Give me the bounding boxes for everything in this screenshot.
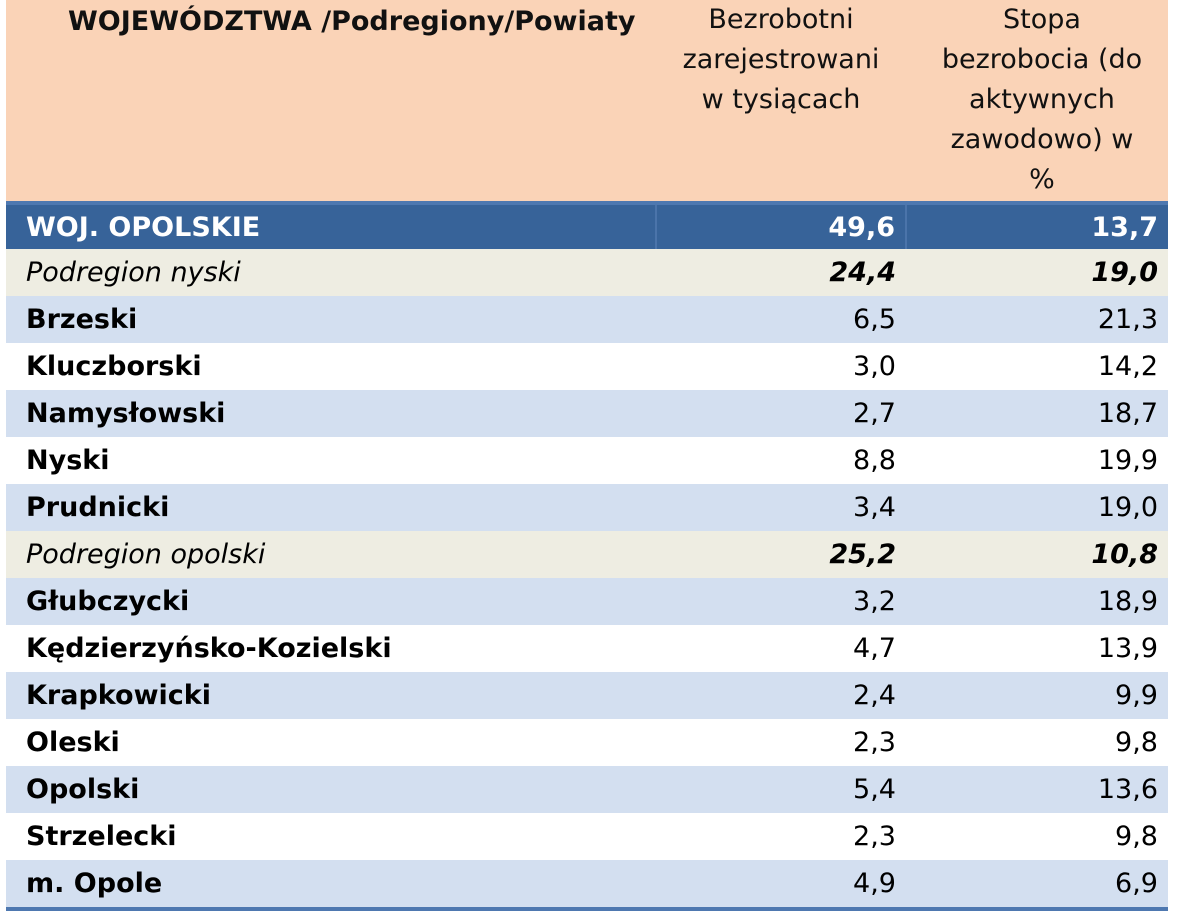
row-rate: 19,0 bbox=[1091, 257, 1158, 288]
county-row: Krapkowicki 2,4 9,9 bbox=[6, 672, 1168, 719]
county-row: Oleski 2,3 9,8 bbox=[6, 719, 1168, 766]
row-name: Kędzierzyńsko-Kozielski bbox=[26, 633, 392, 664]
row-rate: 10,8 bbox=[1091, 539, 1158, 570]
county-row: Prudnicki 3,4 19,0 bbox=[6, 484, 1168, 531]
subregion-row: Podregion opolski 25,2 10,8 bbox=[6, 531, 1168, 578]
row-unemployed: 49,6 bbox=[655, 203, 906, 249]
row-name: WOJ. OPOLSKIE bbox=[26, 211, 261, 243]
row-name: Kluczborski bbox=[26, 351, 202, 382]
header-unemployed: Bezrobotni zarejestrowani w tysiącach bbox=[656, 0, 906, 203]
row-name: Krapkowicki bbox=[26, 680, 211, 711]
voivodeship-row: WOJ. OPOLSKIE 49,6 13,7 bbox=[6, 203, 1168, 249]
row-name: Głubczycki bbox=[26, 586, 190, 617]
row-unemployed: 4,7 bbox=[853, 633, 896, 664]
row-unemployed: 8,8 bbox=[853, 445, 896, 476]
county-row: Kędzierzyńsko-Kozielski 4,7 13,9 bbox=[6, 625, 1168, 672]
header-unemployed-line: zarejestrowani bbox=[682, 44, 880, 75]
row-unemployed: 3,4 bbox=[853, 492, 896, 523]
row-unemployed: 4,9 bbox=[656, 860, 906, 911]
row-rate: 18,9 bbox=[1097, 586, 1158, 617]
row-rate: 9,8 bbox=[1115, 727, 1158, 758]
header-rate-line: % bbox=[1029, 164, 1055, 195]
row-name: Podregion opolski bbox=[26, 539, 266, 570]
row-rate: 18,7 bbox=[1097, 398, 1158, 429]
header-unemployed-line: w tysiącach bbox=[701, 84, 861, 115]
row-unemployed: 24,4 bbox=[829, 257, 896, 288]
row-unemployed: 6,5 bbox=[853, 304, 896, 335]
row-rate: 21,3 bbox=[1097, 304, 1158, 335]
row-rate: 13,7 bbox=[905, 203, 1168, 249]
county-row: Namysłowski 2,7 18,7 bbox=[6, 390, 1168, 437]
row-name: Namysłowski bbox=[26, 398, 226, 429]
county-row: m. Opole 4,9 6,9 bbox=[6, 860, 1168, 911]
county-row: Opolski 5,4 13,6 bbox=[6, 766, 1168, 813]
row-rate: 19,9 bbox=[1097, 445, 1158, 476]
row-rate: 13,9 bbox=[1097, 633, 1158, 664]
row-unemployed: 3,2 bbox=[853, 586, 896, 617]
county-row: Brzeski 6,5 21,3 bbox=[6, 296, 1168, 343]
subregion-row: Podregion nyski 24,4 19,0 bbox=[6, 249, 1168, 296]
county-row: Kluczborski 3,0 14,2 bbox=[6, 343, 1168, 390]
header-rate: Stopa bezrobocia (do aktywnych zawodowo)… bbox=[906, 0, 1168, 203]
row-name: Brzeski bbox=[26, 304, 138, 335]
row-name: Opolski bbox=[26, 774, 140, 805]
row-unemployed: 3,0 bbox=[853, 351, 896, 382]
header-unemployed-line: Bezrobotni bbox=[708, 4, 854, 35]
row-unemployed: 5,4 bbox=[853, 774, 896, 805]
header-rate-line: aktywnych bbox=[969, 84, 1115, 115]
unemployment-table: WOJEWÓDZTWA /Podregiony/Powiaty Bezrobot… bbox=[6, 0, 1168, 911]
row-unemployed: 25,2 bbox=[829, 539, 896, 570]
county-row: Głubczycki 3,2 18,9 bbox=[6, 578, 1168, 625]
row-name: Podregion nyski bbox=[26, 257, 241, 288]
header-rate-line: bezrobocia (do bbox=[941, 44, 1143, 75]
row-rate: 9,8 bbox=[1115, 821, 1158, 852]
row-name: Strzelecki bbox=[26, 821, 177, 852]
row-name: Prudnicki bbox=[26, 492, 170, 523]
table-header-row: WOJEWÓDZTWA /Podregiony/Powiaty Bezrobot… bbox=[6, 0, 1168, 203]
header-rate-line: Stopa bbox=[1003, 4, 1081, 35]
row-rate: 13,6 bbox=[1097, 774, 1158, 805]
row-name: Oleski bbox=[26, 727, 120, 758]
header-region: WOJEWÓDZTWA /Podregiony/Powiaty bbox=[68, 6, 636, 37]
row-name: m. Opole bbox=[6, 860, 656, 911]
header-rate-line: zawodowo) w bbox=[950, 124, 1134, 155]
row-rate: 9,9 bbox=[1115, 680, 1158, 711]
row-unemployed: 2,4 bbox=[853, 680, 896, 711]
row-unemployed: 2,3 bbox=[853, 727, 896, 758]
row-unemployed: 2,7 bbox=[853, 398, 896, 429]
county-row: Nyski 8,8 19,9 bbox=[6, 437, 1168, 484]
row-rate: 6,9 bbox=[906, 860, 1168, 911]
row-rate: 19,0 bbox=[1097, 492, 1158, 523]
county-row: Strzelecki 2,3 9,8 bbox=[6, 813, 1168, 860]
row-name: Nyski bbox=[26, 445, 110, 476]
row-rate: 14,2 bbox=[1097, 351, 1158, 382]
row-unemployed: 2,3 bbox=[853, 821, 896, 852]
